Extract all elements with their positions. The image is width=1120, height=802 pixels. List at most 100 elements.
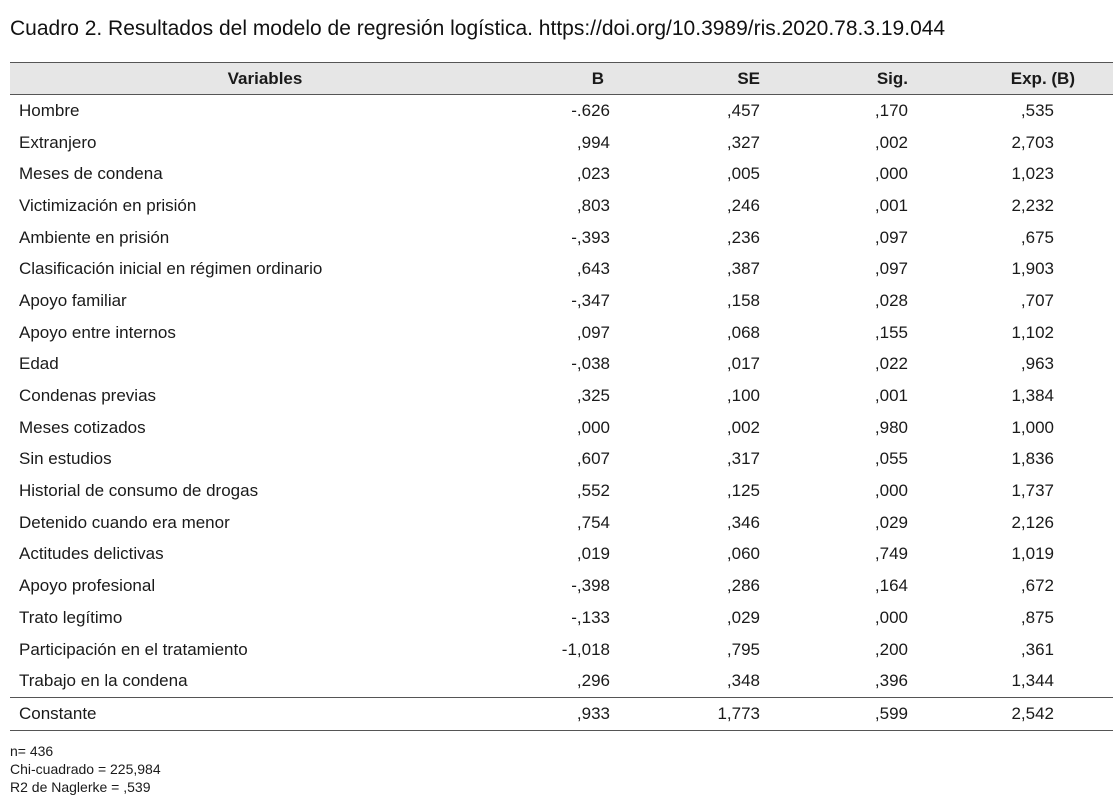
cell-sig: ,055 [874, 449, 908, 469]
cell-b: ,097 [576, 322, 610, 342]
table-row: Victimización en prisión ,803 ,246 ,001 2,23… [10, 190, 1113, 222]
cell-se: ,002 [726, 417, 760, 437]
cell-exp-b: 1,903 [1011, 259, 1054, 279]
cell-sig: ,164 [874, 576, 908, 596]
cell-variable: Detenido cuando era menor [19, 512, 230, 532]
cell-sig: ,599 [760, 697, 908, 731]
cell-exp-b: 1,000 [1011, 417, 1054, 437]
cell-exp-b: ,963 [1020, 354, 1054, 374]
cell-sig: ,001 [874, 386, 908, 406]
cell-b: -,038 [571, 354, 610, 374]
cell-variable: Ambiente en prisión [19, 227, 170, 247]
cell-variable: Constante [10, 697, 450, 731]
cell-se: ,158 [726, 290, 760, 310]
cell-variable: Apoyo profesional [19, 576, 156, 596]
table-row: Edad -,038 ,017 ,022 ,963 [10, 349, 1113, 381]
cell-sig: ,980 [874, 417, 908, 437]
cell-variable: Historial de consumo de drogas [19, 481, 259, 501]
table-row: Extranjero ,994 ,327 ,002 2,703 [10, 127, 1113, 159]
cell-se: ,346 [726, 512, 760, 532]
note-r2-nagelkerke: R2 de Naglerke = ,539 [10, 779, 151, 795]
cell-exp-b: 1,344 [1011, 671, 1054, 691]
cell-exp-b: 1,019 [1011, 544, 1054, 564]
cell-exp-b: 2,703 [1011, 132, 1054, 152]
cell-b: -,347 [571, 290, 610, 310]
cell-sig: ,000 [874, 164, 908, 184]
cell-sig: ,002 [874, 132, 908, 152]
cell-b: ,296 [576, 671, 610, 691]
cell-b: ,607 [576, 449, 610, 469]
cell-exp-b: ,875 [1020, 607, 1054, 627]
cell-exp-b: 1,023 [1011, 164, 1054, 184]
cell-exp-b: ,535 [1020, 100, 1054, 120]
cell-exp-b: 1,384 [1011, 386, 1054, 406]
cell-variable: Victimización en prisión [19, 195, 197, 215]
cell-variable: Apoyo familiar [19, 290, 127, 310]
table-row: Apoyo familiar -,347 ,158 ,028 ,707 [10, 285, 1113, 317]
cell-b: -.626 [571, 100, 610, 120]
cell-variable: Apoyo entre internos [19, 322, 176, 342]
cell-exp-b: 2,232 [1011, 195, 1054, 215]
cell-variable: Actitudes delictivas [19, 544, 164, 564]
cell-variable: Sin estudios [19, 449, 112, 469]
cell-sig: ,022 [874, 354, 908, 374]
table-row: Condenas previas ,325 ,100 ,001 1,384 [10, 380, 1113, 412]
cell-sig: ,097 [874, 259, 908, 279]
table-notes: n= 436 Chi-cuadrado = 225,984 R2 de Nagl… [10, 742, 161, 796]
cell-variable: Edad [19, 354, 59, 374]
header-b: B [450, 62, 610, 95]
cell-exp-b: 1,737 [1011, 481, 1054, 501]
cell-sig: ,749 [874, 544, 908, 564]
cell-sig: ,200 [874, 639, 908, 659]
cell-sig: ,001 [874, 195, 908, 215]
cell-b: -,133 [571, 607, 610, 627]
cell-se: ,060 [726, 544, 760, 564]
cell-se: 1,773 [610, 697, 760, 731]
regression-results-table: Variables B SE Sig. Exp. (B) Hombre -.626… [10, 62, 1113, 731]
cell-b: -,398 [571, 576, 610, 596]
table-row: Trabajo en la condena ,296 ,348 ,396 1,344 [10, 665, 1113, 697]
cell-b: ,000 [576, 417, 610, 437]
cell-exp-b: 2,542 [908, 697, 1113, 731]
cell-exp-b: ,361 [1020, 639, 1054, 659]
cell-variable: Clasificación inicial en régimen ordinar… [19, 259, 323, 279]
table-header-row: Variables B SE Sig. Exp. (B) [10, 62, 1113, 95]
cell-se: ,125 [726, 481, 760, 501]
cell-se: ,457 [726, 100, 760, 120]
header-variables: Variables [10, 62, 450, 95]
cell-sig: ,028 [874, 290, 908, 310]
cell-b: -,393 [571, 227, 610, 247]
cell-exp-b: 1,836 [1011, 449, 1054, 469]
cell-b: ,933 [450, 697, 610, 731]
table-row: Trato legítimo -,133 ,029 ,000 ,875 [10, 602, 1113, 634]
cell-b: ,754 [576, 512, 610, 532]
cell-variable: Meses cotizados [19, 417, 146, 437]
cell-variable: Participación en el tratamiento [19, 639, 248, 659]
table-row: Meses cotizados ,000 ,002 ,980 1,000 [10, 412, 1113, 444]
cell-se: ,327 [726, 132, 760, 152]
table-row: Actitudes delictivas ,019 ,060 ,749 1,019 [10, 539, 1113, 571]
cell-se: ,317 [726, 449, 760, 469]
table-row: Detenido cuando era menor ,754 ,346 ,029 2,1… [10, 507, 1113, 539]
cell-exp-b: ,672 [1020, 576, 1054, 596]
cell-se: ,017 [726, 354, 760, 374]
cell-b: ,643 [576, 259, 610, 279]
cell-sig: ,029 [874, 512, 908, 532]
cell-b: ,994 [576, 132, 610, 152]
cell-se: ,246 [726, 195, 760, 215]
cell-variable: Hombre [19, 100, 80, 120]
cell-se: ,068 [726, 322, 760, 342]
table-row: Sin estudios ,607 ,317 ,055 1,836 [10, 444, 1113, 476]
cell-variable: Condenas previas [19, 386, 157, 406]
cell-variable: Trabajo en la condena [19, 671, 188, 691]
cell-b: ,023 [576, 164, 610, 184]
cell-sig: ,396 [874, 671, 908, 691]
table-row: Clasificación inicial en régimen ordinar… [10, 253, 1113, 285]
cell-sig: ,097 [874, 227, 908, 247]
cell-b: ,325 [576, 386, 610, 406]
cell-variable: Trato legítimo [19, 607, 123, 627]
cell-exp-b: 1,102 [1011, 322, 1054, 342]
cell-sig: ,170 [874, 100, 908, 120]
cell-exp-b: ,675 [1020, 227, 1054, 247]
cell-b: -1,018 [561, 639, 610, 659]
